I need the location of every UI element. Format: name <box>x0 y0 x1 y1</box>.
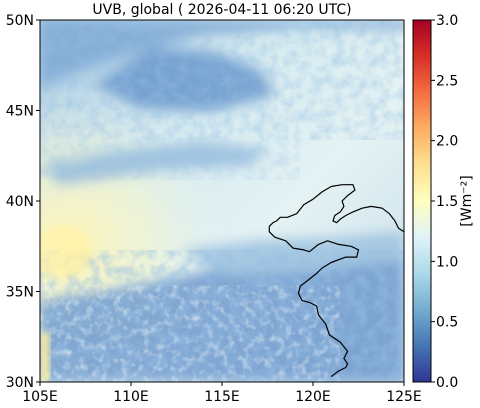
colorbar-tick-label: 2.5 <box>436 73 458 89</box>
coastline <box>268 184 404 378</box>
colorbar-tick-label: 3.0 <box>436 13 458 29</box>
colorbar-tick-label: 0.0 <box>436 375 458 391</box>
colorbar-tick-label: 2.0 <box>436 134 458 150</box>
x-tick-label: 125E <box>386 389 422 405</box>
y-tick-label: 30N <box>6 375 34 391</box>
colorbar-tick-label: 0.5 <box>436 315 458 331</box>
x-tick-label: 115E <box>204 389 240 405</box>
colorbar-label: [Wm⁻²] <box>459 175 475 226</box>
uvb-field <box>40 20 404 382</box>
y-tick-label: 40N <box>6 194 34 210</box>
colorbar-tick-label: 1.5 <box>436 194 458 210</box>
y-axis: 50N 45N 40N 35N 30N <box>6 13 40 391</box>
colorbar-tick-label: 1.0 <box>436 254 458 270</box>
y-tick-label: 50N <box>6 13 34 29</box>
y-tick-label: 45N <box>6 104 34 120</box>
x-axis: 105E 110E 115E 120E 125E <box>22 382 422 405</box>
y-tick-label: 35N <box>6 285 34 301</box>
colorbar-ticks: 0.0 0.5 1.0 1.5 2.0 2.5 3.0 <box>431 13 458 391</box>
x-tick-label: 110E <box>113 389 149 405</box>
colorbar <box>412 19 432 383</box>
x-tick-label: 120E <box>295 389 331 405</box>
x-tick-label: 105E <box>22 389 58 405</box>
map-title: UVB, global ( 2026-04-11 06:20 UTC) <box>92 2 352 18</box>
